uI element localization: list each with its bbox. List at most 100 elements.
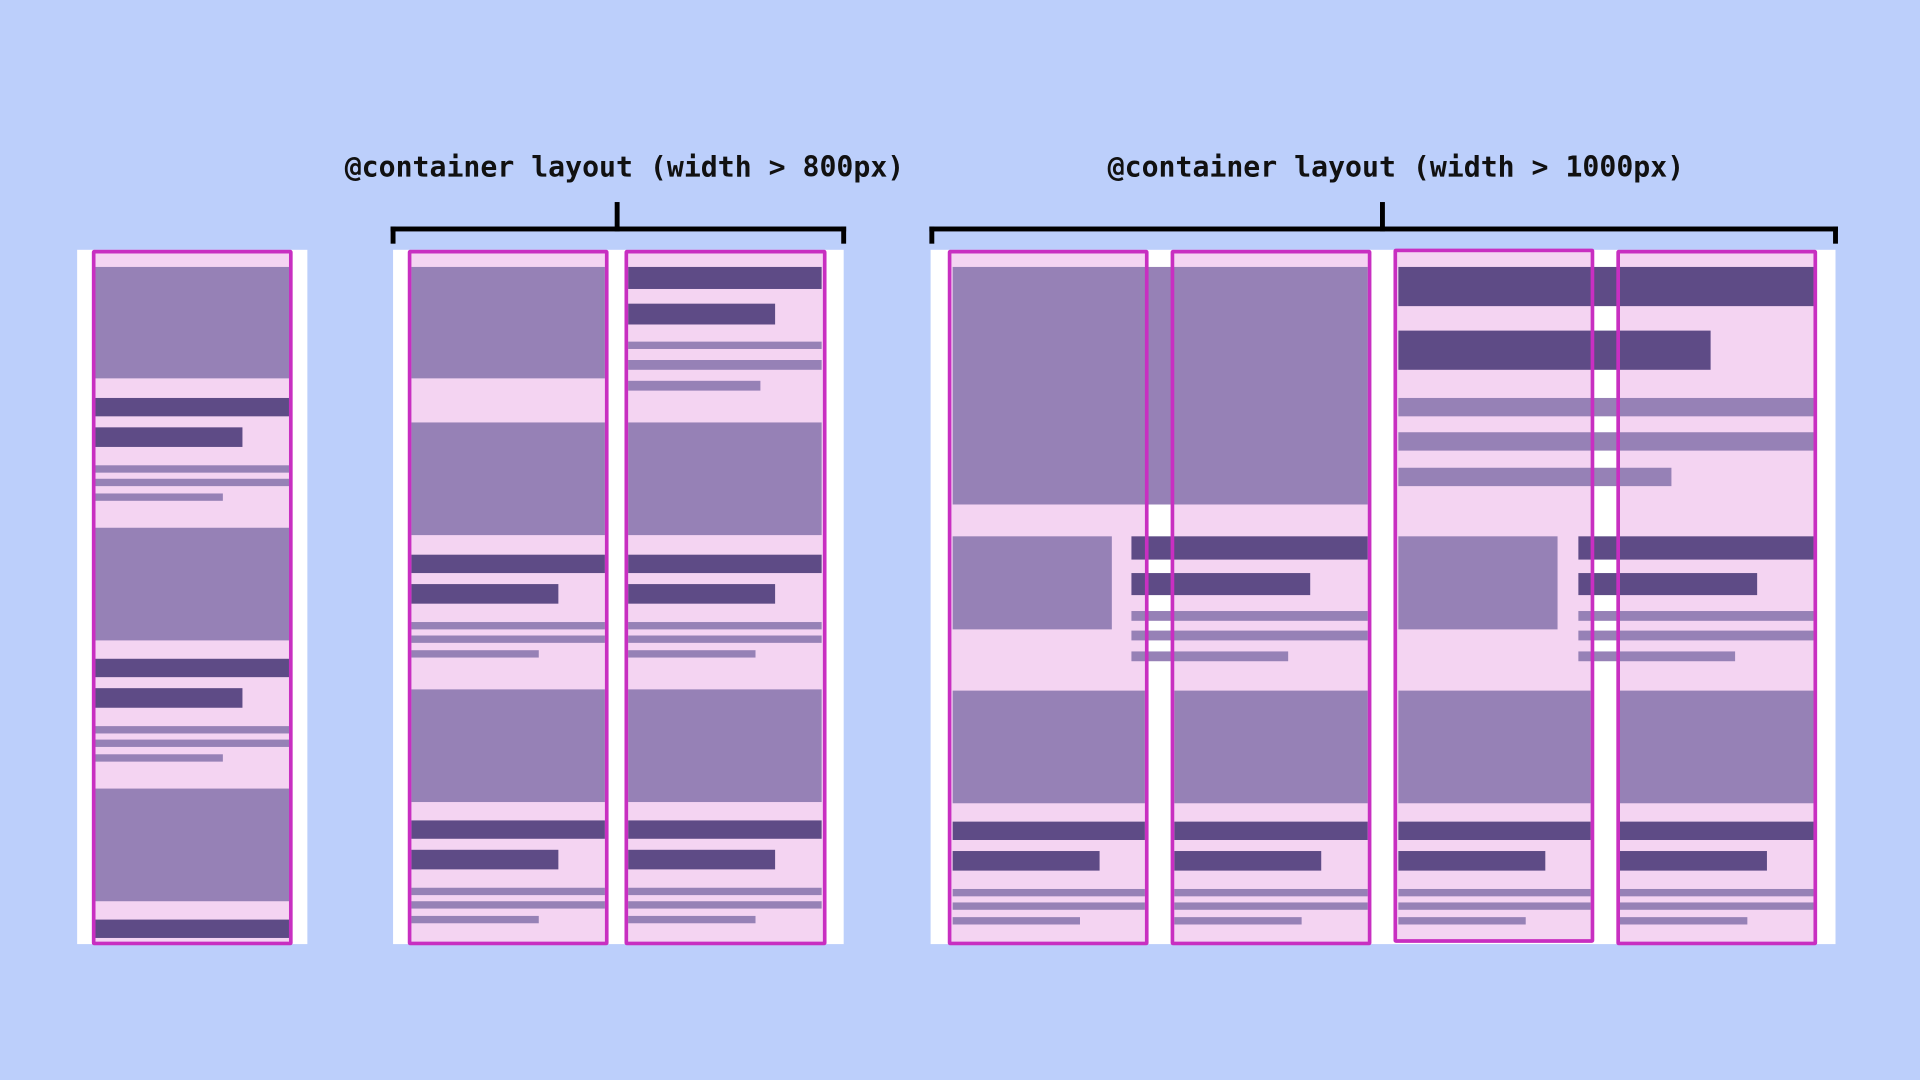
text-line: [1398, 917, 1526, 925]
text-line: [95, 739, 289, 747]
text-line: [1578, 611, 1814, 621]
text-line: [628, 341, 822, 349]
card-C3: [1393, 248, 1595, 943]
subheading-placeholder: [952, 851, 1100, 871]
text-line: [411, 901, 605, 909]
card-B1: [407, 249, 609, 946]
heading-placeholder: [95, 397, 289, 417]
heading-placeholder: [1174, 821, 1368, 841]
image-placeholder: [411, 266, 605, 379]
subheading-placeholder: [1131, 573, 1311, 596]
text-line: [1578, 651, 1736, 662]
subheading-placeholder: [628, 584, 776, 604]
text-line: [628, 622, 822, 630]
text-line: [411, 887, 605, 896]
bracket-800-right-tick: [841, 226, 847, 244]
card-A: [91, 249, 293, 946]
image-placeholder: [1174, 690, 1368, 804]
text-line: [411, 915, 539, 924]
text-line: [411, 650, 539, 658]
card-C2: [1170, 249, 1372, 946]
image-placeholder: [95, 527, 289, 641]
text-line: [1131, 651, 1289, 662]
text-line: [95, 754, 223, 762]
text-line: [1174, 902, 1368, 910]
image-placeholder: [628, 422, 822, 536]
heading-placeholder: [1131, 536, 1368, 560]
bracket-800-left-tick: [390, 226, 396, 244]
image-placeholder: [95, 266, 289, 379]
text-line: [95, 493, 223, 501]
text-line: [952, 888, 1145, 897]
bracket-1000-center-tick: [1380, 202, 1385, 232]
card-C4: [1616, 249, 1818, 946]
image-placeholder: [952, 536, 1112, 630]
bracket-800-center-tick: [614, 202, 620, 232]
image-placeholder: [952, 266, 1368, 505]
heading-placeholder: [628, 820, 822, 839]
bracket-1000-right-tick: [1833, 226, 1838, 244]
heading-placeholder: [411, 554, 605, 574]
image-placeholder: [411, 422, 605, 536]
subheading-placeholder: [95, 427, 243, 447]
subheading-placeholder: [1620, 851, 1767, 871]
heading-placeholder: [1398, 266, 1814, 307]
card-B2: [624, 249, 827, 946]
text-line: [1131, 611, 1368, 621]
label-container-1000: @container layout (width > 1000px): [1107, 151, 1685, 184]
image-placeholder: [95, 788, 289, 902]
subheading-placeholder: [628, 303, 776, 325]
text-line: [952, 902, 1145, 910]
text-line: [1620, 888, 1814, 897]
text-line: [952, 917, 1081, 925]
subheading-placeholder: [95, 688, 243, 708]
text-line: [628, 635, 822, 643]
text-line: [95, 478, 289, 487]
image-placeholder: [952, 690, 1145, 804]
text-line: [1398, 888, 1591, 897]
text-line: [1174, 888, 1368, 897]
image-placeholder: [1398, 690, 1591, 804]
bracket-1000-left-tick: [929, 226, 935, 244]
text-line: [1131, 630, 1368, 641]
card-C1: [947, 249, 1149, 946]
heading-placeholder: [628, 266, 822, 289]
text-line: [628, 360, 822, 370]
image-placeholder: [411, 689, 605, 803]
heading-placeholder: [628, 554, 822, 574]
text-line: [628, 380, 761, 391]
heading-placeholder: [1398, 821, 1591, 841]
subheading-placeholder: [628, 849, 776, 870]
label-container-800: @container layout (width > 800px): [344, 151, 905, 184]
subheading-placeholder: [1398, 851, 1546, 871]
text-line: [628, 915, 756, 924]
image-placeholder: [1398, 536, 1558, 630]
heading-placeholder: [411, 820, 605, 839]
heading-placeholder: [1620, 821, 1814, 841]
image-placeholder: [628, 689, 822, 803]
text-line: [628, 887, 822, 896]
text-line: [1398, 397, 1814, 417]
text-line: [95, 465, 289, 473]
subheading-placeholder: [1174, 851, 1322, 871]
text-line: [1578, 630, 1814, 641]
image-placeholder: [1620, 690, 1814, 804]
text-line: [1620, 902, 1814, 910]
text-line: [1398, 432, 1814, 451]
heading-placeholder: [952, 821, 1145, 841]
heading-placeholder: [95, 919, 289, 938]
text-line: [1174, 917, 1302, 925]
text-line: [411, 635, 605, 643]
text-line: [1620, 917, 1748, 925]
subheading-placeholder: [1398, 330, 1711, 370]
subheading-placeholder: [1578, 573, 1758, 596]
text-line: [1398, 902, 1591, 910]
subheading-placeholder: [411, 584, 559, 604]
text-line: [1398, 467, 1672, 487]
heading-placeholder: [1578, 536, 1814, 560]
subheading-placeholder: [411, 849, 559, 870]
text-line: [95, 726, 289, 734]
heading-placeholder: [95, 658, 289, 678]
text-line: [628, 650, 756, 658]
